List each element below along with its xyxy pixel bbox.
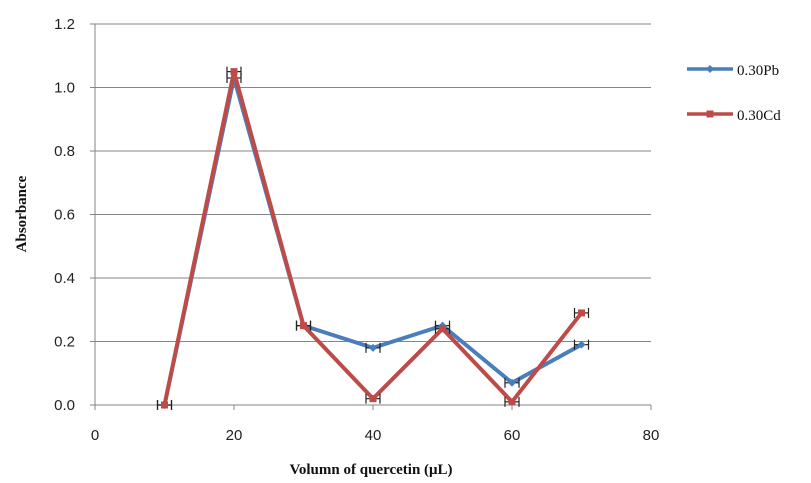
legend-label-pb: 0.30Pb (737, 63, 779, 79)
data-point (230, 68, 238, 76)
y-tick-label: 1.2 (54, 16, 75, 33)
y-tick-label: 0.4 (54, 270, 75, 287)
data-point (161, 401, 168, 409)
y-tick-label: 0.8 (54, 143, 75, 160)
x-tick-label: 60 (504, 427, 521, 444)
y-axis-title: Absorbance (14, 175, 30, 252)
x-tick-label: 40 (365, 427, 382, 444)
legend-item-pb: 0.30Pb (687, 63, 779, 79)
data-point (508, 398, 516, 406)
y-tick-label: 0.6 (54, 207, 75, 224)
gridlines (95, 23, 651, 342)
data-point (369, 343, 377, 352)
data-point (439, 325, 446, 333)
legend-marker-cd (706, 110, 714, 118)
x-tick-label: 20 (226, 427, 243, 444)
legend-label-cd: 0.30Cd (737, 108, 781, 124)
data-point (369, 395, 377, 403)
y-tick-label: 0.2 (54, 334, 75, 351)
y-tick-label: 1.0 (54, 80, 75, 97)
axes (90, 23, 652, 410)
x-axis-title: Volumn of quercetin (μL) (289, 462, 452, 478)
x-tick-labels: 0 20 40 60 80 (91, 427, 660, 444)
y-tick-label: 0.0 (54, 397, 75, 414)
x-tick-label: 80 (643, 427, 660, 444)
series-line (162, 75, 583, 406)
y-tick-labels: 0.0 0.2 0.4 0.6 0.8 1.0 1.2 (54, 16, 75, 414)
data-point (578, 309, 585, 317)
data-point (300, 322, 307, 330)
legend-marker-pb (706, 65, 714, 73)
legend-item-cd: 0.30Cd (687, 108, 781, 124)
x-tick-label: 0 (91, 427, 99, 444)
series (156, 66, 590, 410)
series-line (162, 69, 584, 406)
legend: 0.30Pb 0.30Cd (687, 63, 781, 124)
data-point (577, 340, 586, 349)
data-point (508, 378, 516, 387)
series-1 (156, 66, 590, 410)
